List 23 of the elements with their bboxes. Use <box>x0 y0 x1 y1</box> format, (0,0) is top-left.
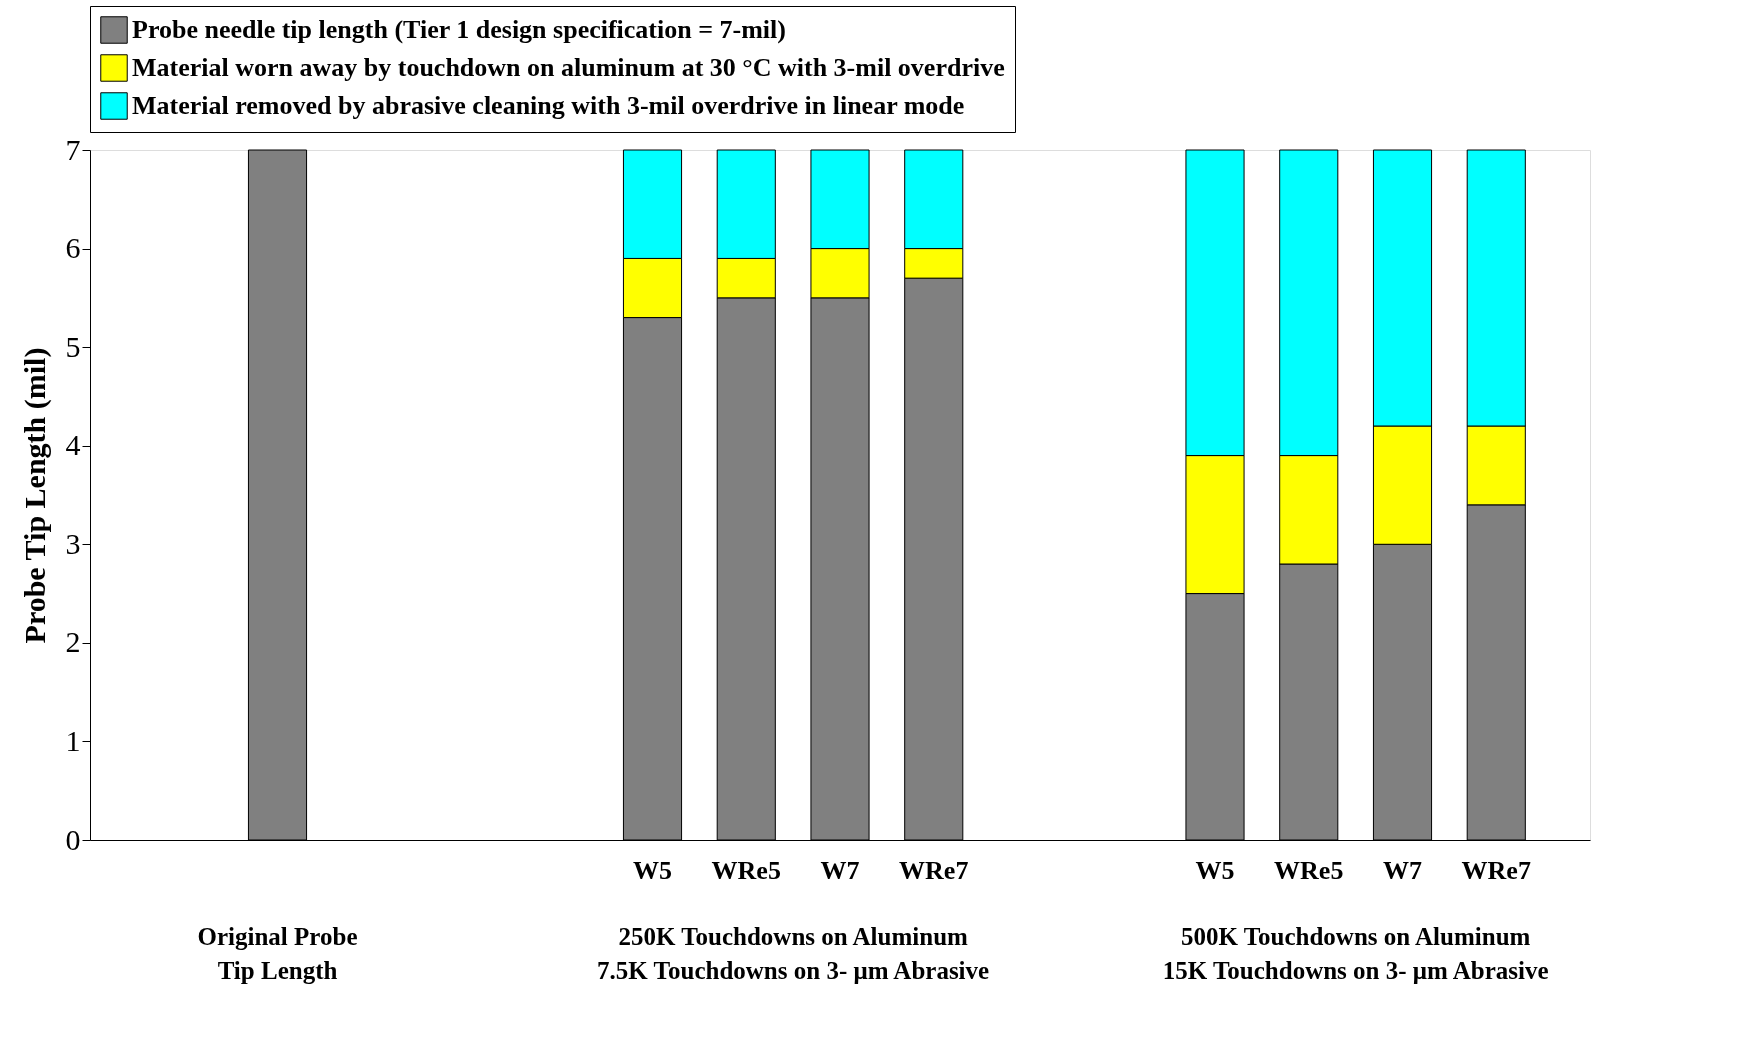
y-tick-label: 5 <box>65 329 81 363</box>
x-tick-label: W5 <box>1195 856 1235 885</box>
x-tick-label: WRe7 <box>1461 856 1531 885</box>
x-tick-label: WRe7 <box>899 856 969 885</box>
x-tick-label: W7 <box>820 856 860 885</box>
x-tick-label: W7 <box>1383 856 1422 885</box>
x-tick-label: WRe5 <box>1274 856 1344 885</box>
text: 500K Touchdowns on Aluminum 15K Touchdowns on 3- μm Abrasive <box>1162 923 1549 984</box>
legend-label: Probe needle tip length (Tier 1 design specification = 7-mil) <box>132 15 786 44</box>
y-tick-label: 2 <box>65 625 81 659</box>
y-tick-label: 1 <box>65 723 81 757</box>
y-tick-label: 0 <box>65 822 81 856</box>
legend-label: Material worn away by touchdown on aluminum at 30 °C with 3-mil overdrive <box>132 53 1005 82</box>
y-tick-label: 7 <box>65 132 81 166</box>
text: Original Probe Tip Length <box>197 923 358 984</box>
legend-label: Material removed by abrasive cleaning with 3-mil overdrive in linear mode <box>132 91 965 120</box>
y-tick-label: 6 <box>65 231 81 265</box>
y-axis-title: Probe Tip Length (mil) <box>17 347 52 644</box>
y-tick-label: 3 <box>65 526 81 560</box>
text: 250K Touchdowns on Aluminum 7.5K Touchdowns on 3- μm Abrasive <box>597 923 990 984</box>
y-tick-label: 4 <box>65 428 81 462</box>
x-tick-label: WRe5 <box>711 856 781 885</box>
x-tick-label: W5 <box>633 856 672 885</box>
